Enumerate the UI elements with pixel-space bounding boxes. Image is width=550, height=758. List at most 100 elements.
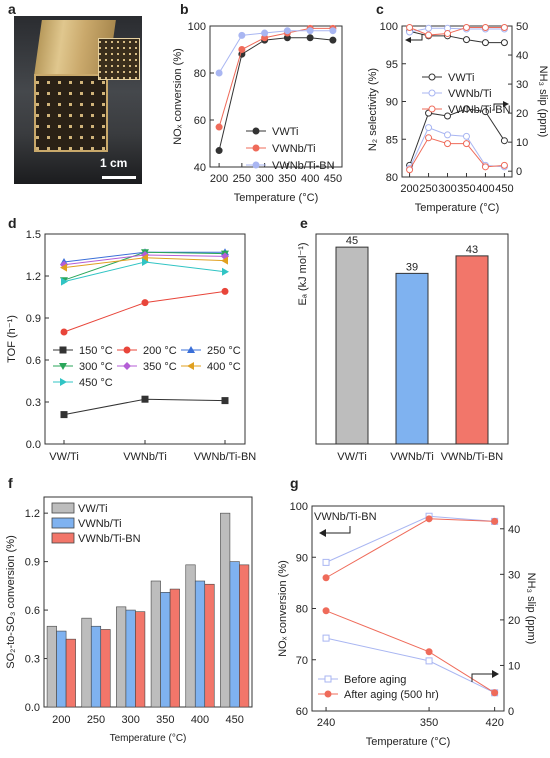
panel-label-f: f <box>8 475 13 491</box>
panel-labels: a b c d e f g <box>8 1 384 491</box>
d-data-point <box>142 258 149 266</box>
g-legend-label: After aging (500 hr) <box>344 689 439 701</box>
f-y-tick-label: 0.6 <box>25 605 40 617</box>
e-x-tick-label: VWNb/Ti-BN <box>441 451 504 463</box>
d-x-tick-label: VWNb/Ti <box>123 451 167 463</box>
c-legend-label: VWTi <box>448 72 474 84</box>
f-bar <box>125 609 136 708</box>
panel-label-c: c <box>376 1 384 17</box>
g-x-tick-label: 240 <box>317 717 335 729</box>
d-data-point <box>221 287 229 295</box>
panel-c-n2-selectivity: 80 85 90 95 100 0 10 20 30 40 50 200 250 300 350 400 450… <box>367 21 549 214</box>
g-data-point <box>425 657 433 665</box>
d-x-tick-label: VW/Ti <box>49 451 79 463</box>
f-bar <box>229 561 240 708</box>
c-y2-tick-label: 30 <box>516 79 528 91</box>
f-x-axis-label: Temperature (°C) <box>110 733 187 744</box>
d-data-point <box>141 299 149 307</box>
c-series-line <box>409 137 505 170</box>
d-legend-marker <box>59 346 67 354</box>
c-data-point <box>444 140 452 148</box>
panel-label-e: e <box>300 215 308 231</box>
b-legend-marker <box>252 144 260 152</box>
g-legend-label: Before aging <box>344 674 406 686</box>
c-y2-axis-label: NH₃ slip (ppm) <box>537 66 549 138</box>
c-legend-label: VWNb/Ti-BN <box>448 104 511 116</box>
g-y-tick-label: 60 <box>296 706 308 718</box>
c-x-axis-label: Temperature (°C) <box>415 202 499 214</box>
f-y-tick-label: 0.9 <box>25 557 40 569</box>
b-legend-label: VWNb/Ti <box>272 143 316 155</box>
g-y2-tick-label: 40 <box>508 524 520 536</box>
b-series-line <box>218 30 333 74</box>
b-x-tick-label: 450 <box>324 173 342 185</box>
g-y-tick-label: 90 <box>296 552 308 564</box>
e-x-tick-label: VWNb/Ti <box>390 451 434 463</box>
d-data-point <box>141 253 148 262</box>
c-data-point <box>425 31 433 39</box>
g-y-tick-label: 70 <box>296 655 308 667</box>
g-right-axis-arrowhead <box>492 670 499 678</box>
b-y-tick-label: 60 <box>194 115 206 127</box>
c-series-line <box>409 108 505 166</box>
g-chart-title: VWNb/Ti-BN <box>314 511 377 523</box>
f-bar <box>135 611 146 708</box>
b-x-tick-label: 250 <box>233 173 251 185</box>
honeycomb-cross-section <box>34 74 108 152</box>
d-legend-label: 200 °C <box>143 345 177 357</box>
b-x-tick-label: 300 <box>255 173 273 185</box>
b-legend-marker <box>252 161 260 169</box>
scale-label: 1 cm <box>100 156 128 170</box>
d-y-tick-label: 0.6 <box>26 355 41 367</box>
d-legend-marker <box>187 346 195 353</box>
b-plot-frame <box>209 25 343 168</box>
g-right-axis-arrow <box>471 673 494 682</box>
b-data-point <box>215 147 223 155</box>
b-data-point <box>306 27 314 35</box>
c-y-tick-label: 80 <box>386 172 398 184</box>
d-legend-marker <box>123 362 131 370</box>
g-data-point <box>491 689 499 697</box>
c-legend-label: VWNb/Ti <box>448 88 492 100</box>
b-data-point <box>238 31 246 39</box>
g-y-tick-label: 100 <box>290 501 308 513</box>
f-bar <box>150 580 161 708</box>
c-left-axis-arrowhead <box>405 37 411 43</box>
panel-g-aging: 60 70 80 90 100 0 10 20 30 40 240 350 420 VWNb/Ti-BN B… <box>277 501 537 748</box>
f-y-tick-label: 0.3 <box>25 654 40 666</box>
c-y-axis-label: N₂ selectivity (%) <box>367 68 379 151</box>
f-bar <box>81 617 92 708</box>
c-data-point <box>500 161 508 169</box>
b-data-point <box>329 27 337 35</box>
b-legend-label: VWNb/Ti-BN <box>272 160 335 172</box>
scale-bar <box>102 176 136 179</box>
f-legend-swatch <box>51 517 75 529</box>
c-x-tick-label: 450 <box>495 183 513 195</box>
d-x-tick-label: VWNb/Ti-BN <box>194 451 257 463</box>
d-legend-label: 400 °C <box>207 361 241 373</box>
honeycomb-inset <box>98 38 140 80</box>
f-legend-label: VWNb/Ti <box>78 518 122 530</box>
c-data-point <box>500 24 508 32</box>
f-bar <box>194 580 206 708</box>
b-x-tick-label: 200 <box>210 173 228 185</box>
d-data-point <box>60 328 68 336</box>
f-legend-swatch <box>51 532 75 544</box>
e-x-tick-label: VW/Ti <box>337 451 367 463</box>
c-series-line <box>409 127 505 169</box>
panel-d-tof: 0.0 0.3 0.6 0.9 1.2 1.5 VW/Ti VWNb/Ti VWNb/Ti-BN… <box>6 229 256 463</box>
f-bar <box>116 606 127 708</box>
g-y2-tick-label: 20 <box>508 615 520 627</box>
c-right-axis-arrowhead <box>503 101 509 107</box>
d-data-point <box>141 395 149 403</box>
g-x-tick-label: 420 <box>485 717 503 729</box>
f-x-tick-label: 300 <box>121 714 139 726</box>
f-legend-label: VW/Ti <box>78 503 108 515</box>
panel-e-activation-energy: 45 VW/Ti 39 VWNb/Ti 43 VWNb/Ti-BN Eₐ (kJ mol⁻¹… <box>297 233 509 463</box>
b-x-axis-label: Temperature (°C) <box>234 192 318 204</box>
g-legend-marker <box>324 690 332 698</box>
g-data-point <box>322 558 330 566</box>
panel-label-g: g <box>290 475 299 491</box>
g-y2-tick-label: 30 <box>508 569 520 581</box>
f-x-tick-label: 450 <box>225 714 243 726</box>
